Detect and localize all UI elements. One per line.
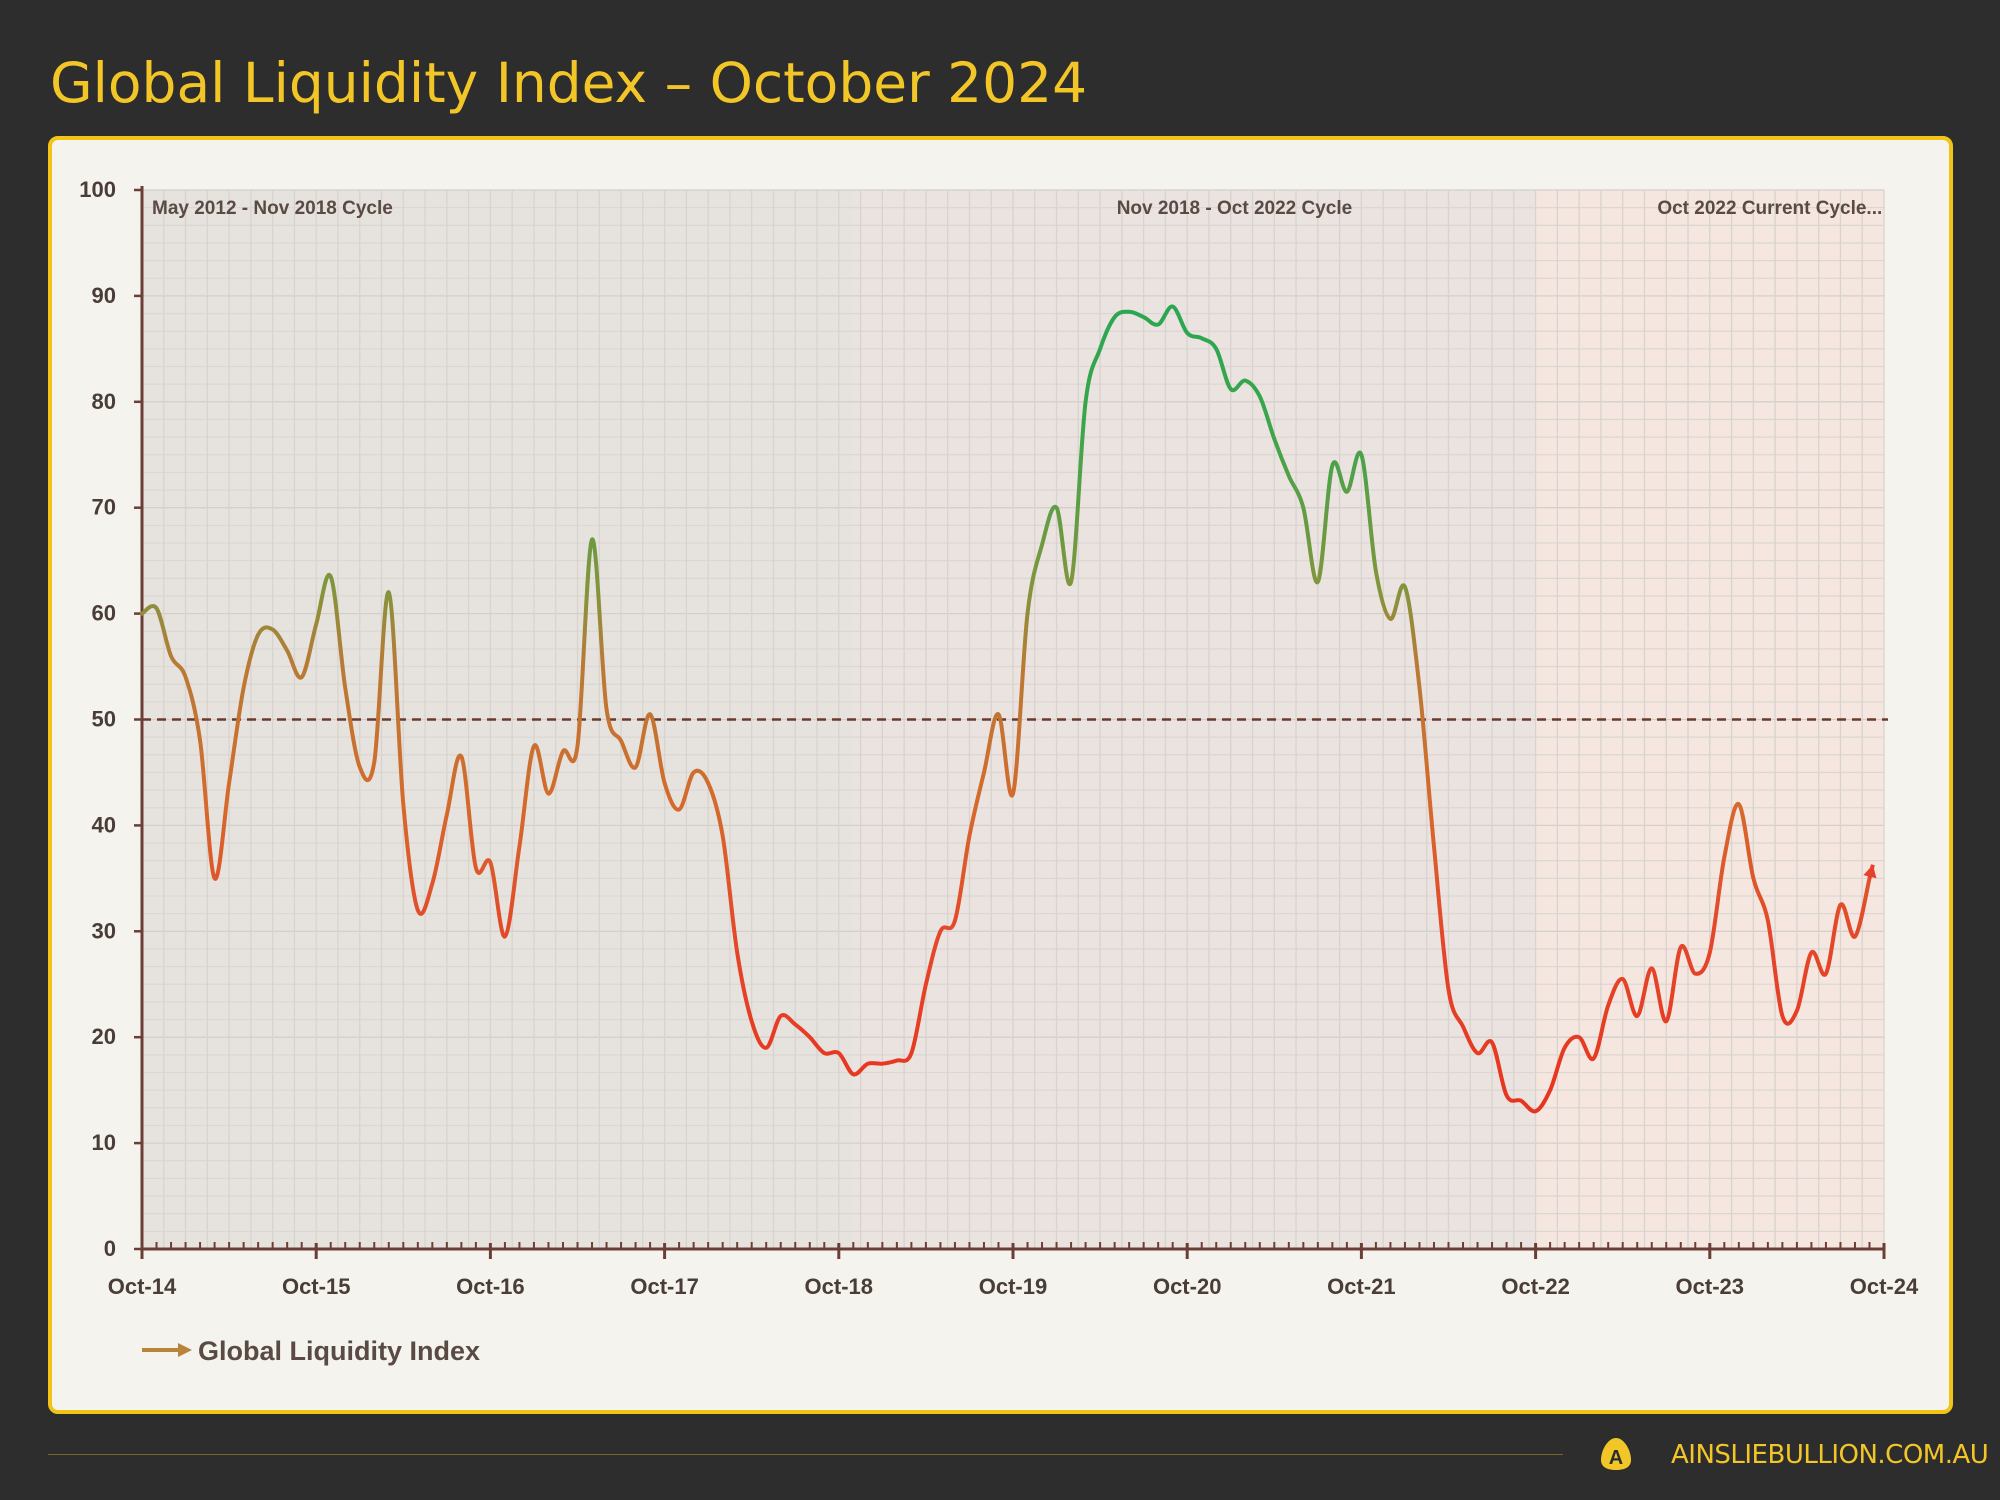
series-end-arrow-icon [1863,864,1877,879]
y-tick-label: 60 [92,601,116,626]
cycle-label-2: Nov 2018 - Oct 2022 Cycle [1117,198,1353,219]
legend-arrow-head [178,1343,192,1357]
series-line-1 [140,304,1872,1114]
x-tick-label: Oct-22 [1501,1274,1569,1299]
x-tick-label: Oct-20 [1153,1274,1221,1299]
page-title: Global Liquidity Index – October 2024 [50,51,1088,115]
footer-divider [48,1454,1563,1455]
y-tick-label: 30 [92,918,116,943]
x-tick-label: Oct-16 [456,1274,524,1299]
cycle-label-3: Oct 2022 Current Cycle... [1657,198,1882,219]
legend-label: Global Liquidity Index [198,1336,480,1366]
x-tick-label: Oct-23 [1676,1274,1744,1299]
legend: Global Liquidity Index [142,1336,480,1366]
x-tick-label: Oct-19 [979,1274,1047,1299]
x-tick-label: Oct-14 [108,1274,177,1299]
x-tick-label: Oct-24 [1850,1274,1919,1299]
cycle-label-1: May 2012 - Nov 2018 Cycle [152,198,393,219]
x-tick-label: Oct-17 [630,1274,698,1299]
logo-letter: A [1609,1447,1623,1469]
x-tick-label: Oct-18 [805,1274,873,1299]
y-tick-label: 10 [92,1130,116,1155]
axes: 0 10 20 30 40 50 60 70 80 90 100 Oct-14 Oct-15 Oct-16… [79,177,1919,1299]
y-tick-label: 0 [104,1236,116,1261]
x-tick-label: Oct-15 [282,1274,350,1299]
website-link[interactable]: AINSLIEBULLION.COM.AU [1671,1440,1989,1470]
y-tick-label: 100 [79,177,116,202]
y-tick-label: 40 [92,812,116,837]
y-tick-label: 80 [92,389,116,414]
series [140,304,1877,1114]
cycle-labels: May 2012 - Nov 2018 Cycle Nov 2018 - Oct … [152,198,1882,219]
x-tick-label: Oct-21 [1327,1274,1395,1299]
y-tick-label: 50 [92,707,116,732]
y-tick-label: 20 [92,1024,116,1049]
y-tick-label: 70 [92,495,116,520]
y-tick-label: 90 [92,283,116,308]
ainslie-logo-icon: A [1601,1438,1631,1470]
